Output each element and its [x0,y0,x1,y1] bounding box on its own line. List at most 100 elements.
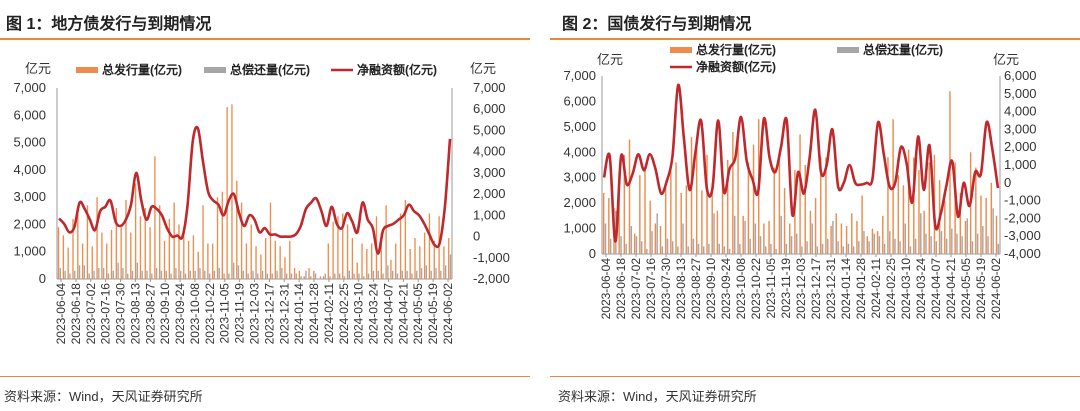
issue-bar [985,198,987,254]
right-tick-label: -1,000 [1004,193,1041,208]
issue-bar [149,227,151,279]
repay-bar [391,270,394,279]
right-tick-label: 5,000 [473,122,506,137]
repay-bar [723,246,726,254]
repay-bar [759,236,762,254]
x-tick-label: 2024-03-10 [352,283,366,345]
issue-bar [732,131,734,254]
issue-bar [62,235,65,279]
repay-bar [982,226,984,254]
issue-bar [327,243,329,279]
repay-bar [775,248,777,254]
repay-bar [435,268,437,279]
repay-bar [444,265,447,279]
repay-bar [697,243,700,254]
repay-bar [411,273,413,279]
issue-bar [332,221,334,279]
repay-bar [666,238,669,254]
repay-bar [718,243,720,254]
repay-bar [136,262,139,279]
left-tick-label: 3,000 [13,189,46,204]
repay-bar [852,246,855,254]
figure-1-top-rule [0,38,530,40]
figure-1-chart: 亿元 亿元 7,000 6,000 5,000 4,000 3,000 2,000 1,000 0… [13,61,510,345]
repay-bar [816,246,819,254]
repay-bar [151,273,153,279]
repay-bar [604,223,607,254]
issue-bar [721,172,724,254]
issue-bar [231,104,233,279]
issue-bar [154,156,156,279]
repay-bar [780,215,782,254]
repay-bar [261,270,264,279]
issue-bar [144,208,146,279]
issue-bar [419,246,421,279]
repay-bar [744,220,746,254]
issue-bar [250,224,252,279]
repay-bar [832,220,834,254]
issue-bar [86,205,89,279]
issue-bar [279,246,281,279]
figure-2-top-rule [550,38,1080,40]
repay-bar [223,273,225,279]
issue-bar [183,235,185,279]
right-tick-label: -4,000 [1004,246,1041,261]
repay-bar [790,236,793,254]
issue-bar [390,259,392,279]
repay-bar [363,276,365,279]
repay-bar [951,228,953,254]
legend-swatch-issue [670,47,692,53]
issue-bar [443,246,445,279]
repay-bar [286,273,288,279]
left-tick-label: 1,000 [13,244,46,259]
issue-bar [438,216,440,279]
right-tick-label: 6,000 [1004,68,1037,83]
issue-bar [778,154,781,254]
x-tick-label: 2023-09-24 [719,258,733,320]
issue-bar [907,149,910,254]
issue-bar [289,240,291,279]
issue-bar [654,223,657,254]
issue-bar [308,268,310,279]
repay-bar [858,241,860,254]
repay-bar [620,236,622,254]
x-tick-label: 2024-04-21 [944,258,958,320]
repay-bar [430,270,432,279]
issue-bar [768,220,770,254]
repay-bar [329,276,331,279]
x-tick-label: 2023-12-03 [248,283,262,345]
x-tick-label: 2023-11-05 [764,258,778,319]
repay-bar [107,273,110,279]
x-tick-label: 2023-08-27 [143,283,157,345]
left-tick-label: 4,000 [13,162,46,177]
right-tick-label: -2,000 [473,271,510,286]
issue-bar [245,243,248,279]
issue-bar [72,218,74,279]
issue-bar [608,198,610,254]
repay-bar [635,236,638,254]
right-tick-label: 6,000 [473,101,506,116]
issue-bar [96,197,98,279]
issue-bar [106,243,108,279]
repay-bar [266,273,269,279]
right-tick-label: 7,000 [473,80,506,95]
repay-bar [801,246,803,254]
issue-bar [809,210,812,254]
x-tick-label: 2023-11-05 [218,283,232,344]
repay-bar [914,238,917,254]
figure-1-bottom-rule [0,376,530,377]
legend-label: 总偿还量(亿元) [863,42,943,57]
issue-bar [284,257,286,279]
repay-bar [630,226,633,254]
left-tick-label: 5,000 [13,135,46,150]
repay-bar [956,233,958,254]
repay-bar [416,270,418,279]
issue-bar [944,200,946,254]
issue-bar [423,232,426,279]
issue-bar [851,213,853,254]
left-tick-label: 6,000 [13,107,46,122]
issue-bar [835,213,837,254]
repay-bar [708,243,710,254]
right-tick-label: 4,000 [473,144,506,159]
issue-bar [706,154,708,254]
